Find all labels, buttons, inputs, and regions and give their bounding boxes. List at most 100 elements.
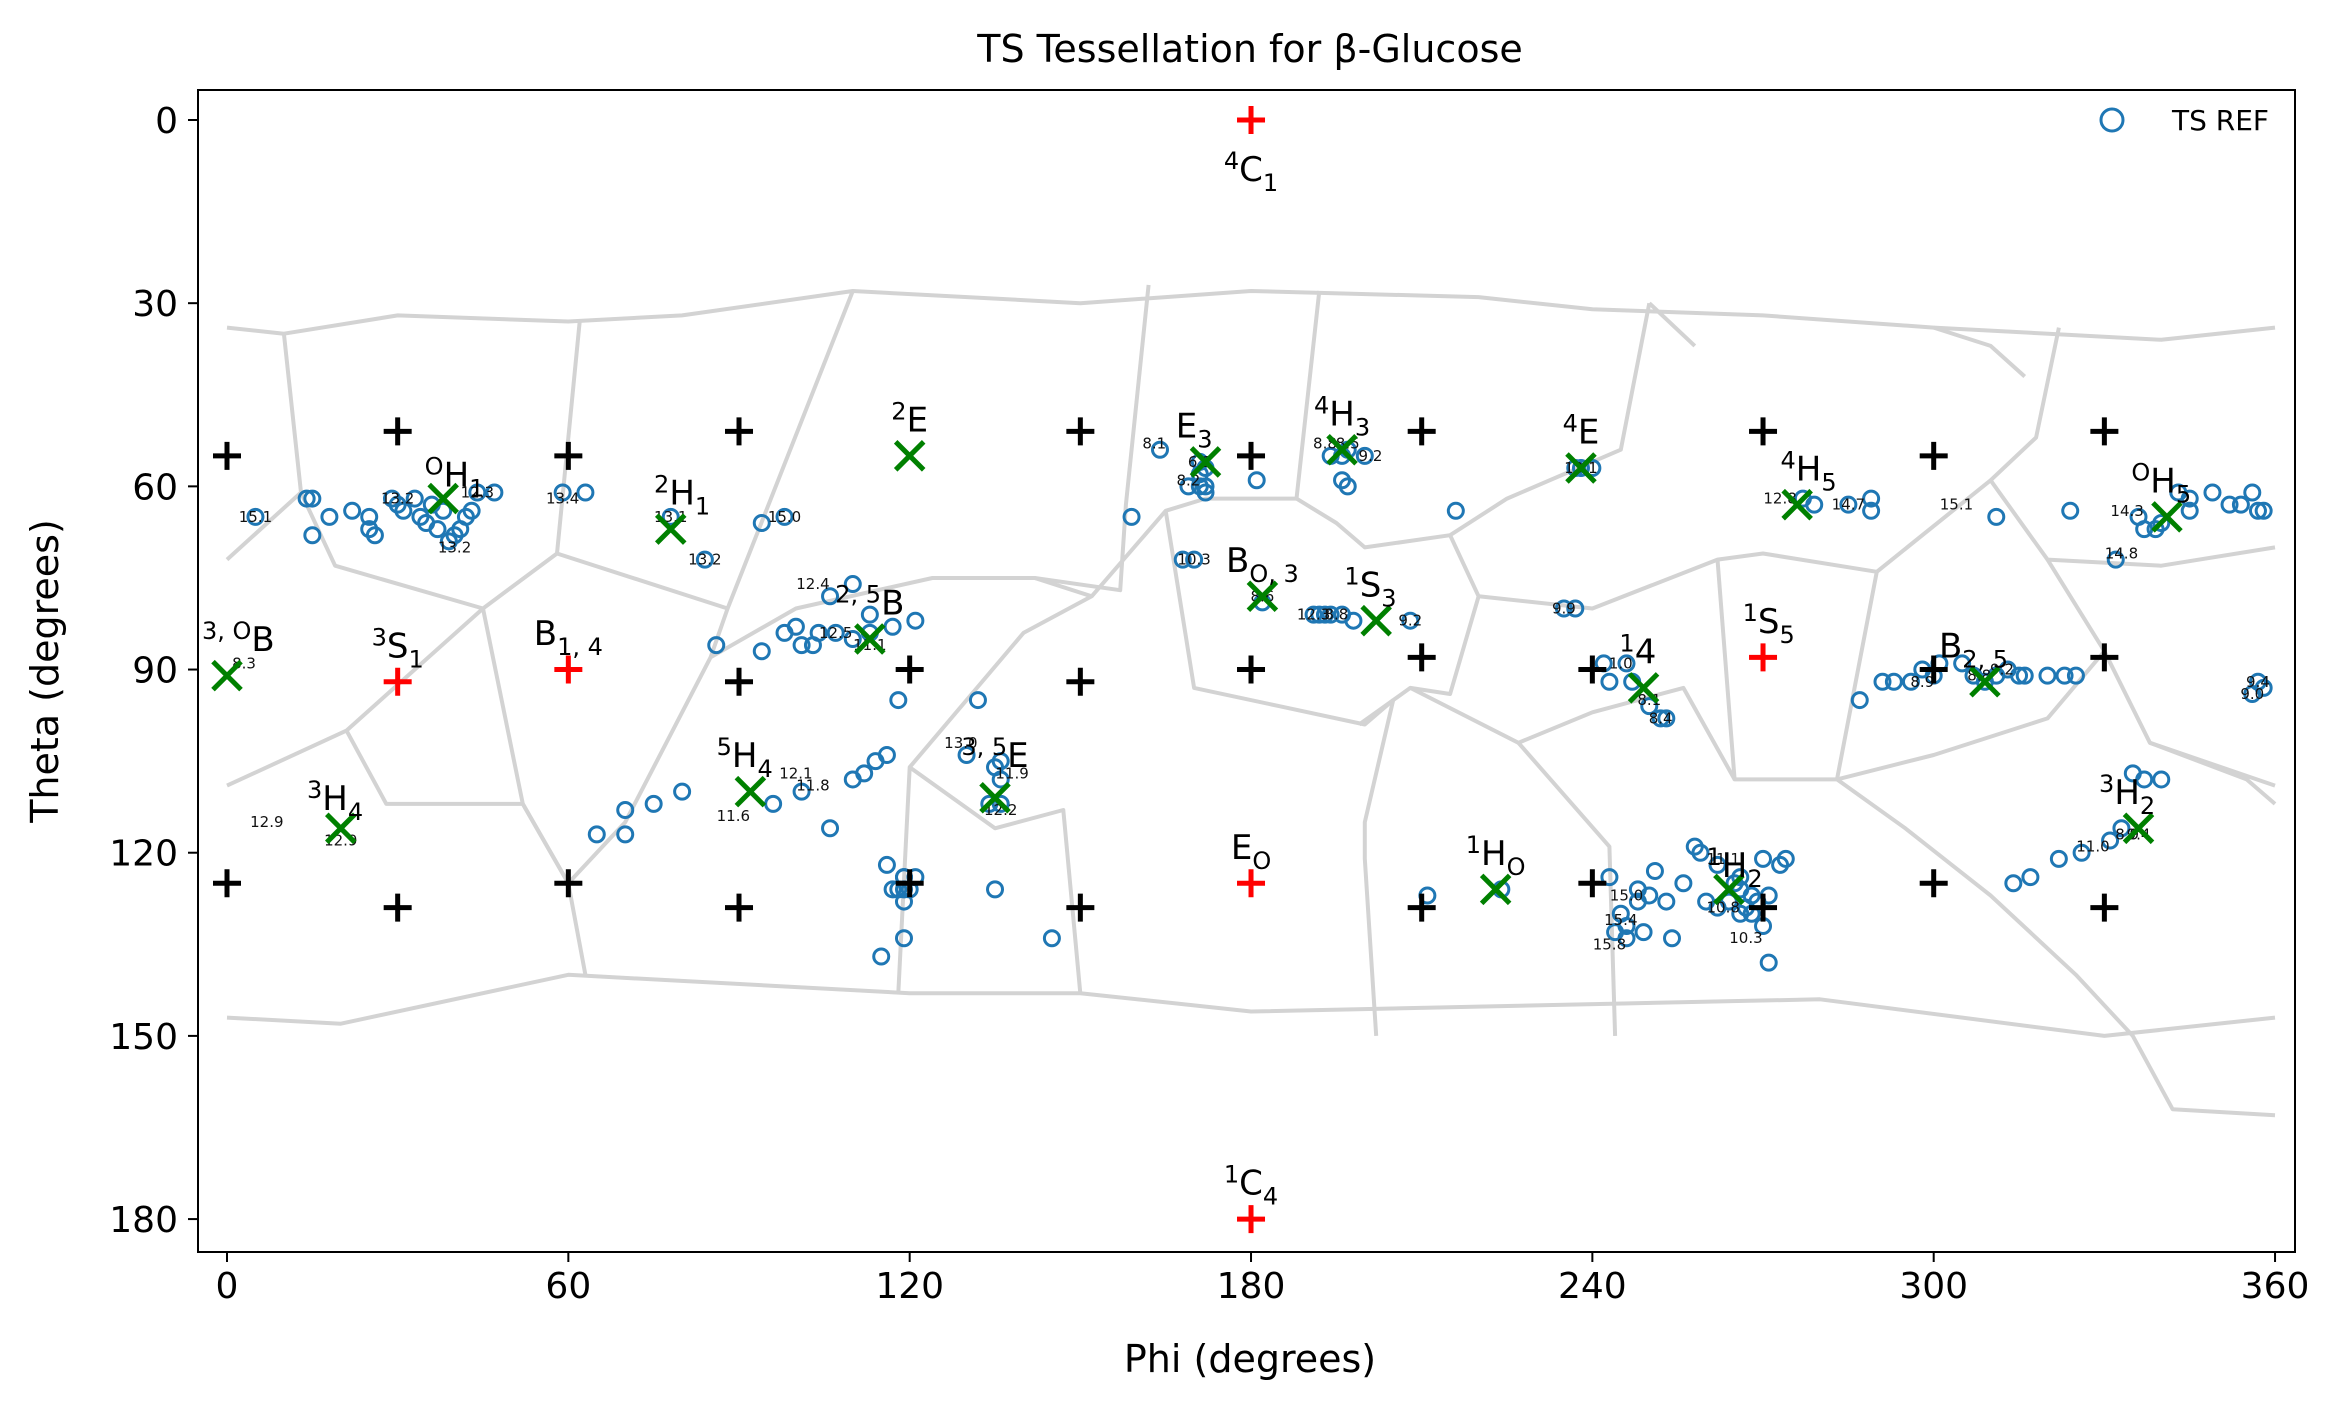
point-value-label: 15.1: [239, 508, 272, 526]
black-plus-marker: [1749, 893, 1778, 922]
green-x-marker: [654, 513, 687, 545]
ts-ref-point: [1600, 672, 1619, 691]
ts-ref-point: [2248, 501, 2267, 520]
y-tick-label: 60: [132, 467, 178, 508]
red-plus-marker: [1237, 1205, 1266, 1234]
point-value-label: 11.8: [796, 777, 829, 795]
red-plus-marker: [383, 667, 412, 696]
ts-ref-point: [1179, 477, 1198, 496]
black-plus-marker: [1578, 655, 1607, 684]
black-plus-marker: [725, 667, 754, 696]
tessellation-edge: [226, 972, 2276, 1038]
ts-ref-point: [2135, 770, 2154, 789]
ts-ref-point: [485, 483, 504, 502]
ts-ref-point: [2072, 843, 2091, 862]
tessellation-edge: [1409, 685, 1737, 781]
conformation-label: 14: [1619, 629, 1656, 672]
conformation-label: 1H2: [1707, 843, 1763, 893]
black-plus-marker: [1237, 655, 1266, 684]
black-plus-marker: [1919, 441, 1948, 470]
green-x-marker: [1713, 873, 1745, 906]
point-value-label: 8.1: [1142, 435, 1166, 453]
black-plus-marker: [1066, 667, 1095, 696]
ts-ref-point: [1657, 709, 1676, 728]
red-plus-marker: [1237, 106, 1266, 134]
point-value-label: 13.2: [438, 538, 471, 556]
y-tick-label: 90: [132, 651, 178, 692]
tessellation-edge: [1357, 534, 1481, 727]
black-plus-marker: [1407, 417, 1436, 446]
ts-ref-point: [2254, 678, 2273, 697]
point-value-label: 15.0: [1610, 886, 1643, 904]
black-plus-marker: [1407, 893, 1436, 922]
ts-ref-point: [1953, 654, 1972, 673]
ts-ref-point: [1122, 507, 1141, 526]
tessellation-edge: [908, 765, 1083, 994]
point-value-label: 14.8: [2105, 545, 2138, 563]
ts-ref-point: [786, 617, 805, 636]
ts-ref-point: [821, 819, 840, 838]
ts-ref-point: [246, 507, 265, 526]
ts-ref-point: [775, 507, 794, 526]
point-value-label: 11.6: [717, 807, 750, 825]
ts-ref-point: [860, 605, 879, 624]
black-plus-marker: [213, 441, 241, 470]
point-value-label: 8.9: [1910, 673, 1934, 691]
x-tick-label: 360: [2241, 1266, 2310, 1307]
ts-ref-point: [462, 501, 481, 520]
ts-ref-point: [2106, 550, 2125, 569]
ts-ref-point: [809, 623, 828, 642]
conformation-label: 3S1: [372, 623, 424, 673]
ts-ref-point: [877, 855, 896, 874]
ts-ref-point: [2112, 819, 2131, 838]
ts-ref-point: [1173, 550, 1192, 569]
green-x-marker: [1565, 452, 1597, 484]
conformation-label: E3: [1176, 407, 1213, 454]
tessellation-edge: [1835, 777, 2276, 1118]
black-plus-marker: [1066, 893, 1095, 922]
ts-ref-point: [2243, 483, 2262, 502]
ts-ref-point: [1805, 495, 1824, 514]
point-value-label: 9.2: [1359, 447, 1383, 465]
ts-ref-point: [1663, 929, 1682, 948]
conformation-label: OH5: [2131, 458, 2191, 508]
ts-ref-point: [1719, 892, 1738, 911]
tessellation-edge: [344, 729, 523, 806]
tessellation-edge: [1478, 551, 1878, 611]
conformation-label: EO: [1231, 828, 1271, 875]
ts-ref-point: [843, 575, 862, 594]
point-value-label: 9.4: [2246, 673, 2270, 691]
green-x-marker: [2122, 812, 2155, 845]
point-value-label: 9.4: [2127, 825, 2151, 843]
green-x-marker: [1627, 672, 1660, 704]
ts-ref-point: [1617, 929, 1636, 948]
y-tick-label: 0: [155, 101, 178, 142]
ts-ref-point: [1776, 849, 1795, 868]
ts-ref-point: [792, 782, 811, 801]
green-x-marker: [1479, 873, 1512, 906]
ts-ref-point: [1185, 550, 1204, 569]
point-value-label: 10.3: [1729, 929, 1762, 947]
ts-ref-point: [2061, 501, 2080, 520]
ts-ref-point: [616, 825, 635, 844]
black-plus-marker: [2090, 417, 2119, 446]
ts-ref-point: [889, 691, 908, 710]
red-plus-marker: [554, 655, 583, 684]
ts-ref-point: [1987, 507, 2006, 526]
conformation-label: 3, 5E: [961, 733, 1028, 776]
conformation-label: 2H1: [654, 471, 710, 521]
point-value-label: 1.0: [1609, 654, 1633, 672]
ts-ref-point: [752, 513, 771, 532]
point-value-label: 15.8: [1593, 935, 1626, 953]
tessellation-edge: [281, 321, 582, 611]
ts-ref-point: [906, 611, 925, 630]
tessellation-edge: [2149, 740, 2277, 806]
ts-ref-point: [2254, 501, 2273, 520]
conformation-label: 4H3: [1314, 391, 1370, 441]
conformation-label: B1, 4: [534, 614, 603, 661]
conformation-label: B2, 5: [1939, 626, 2008, 673]
ts-ref-point: [1634, 923, 1653, 942]
chart-title: TS Tessellation for β-Glucose: [976, 27, 1523, 71]
ts-ref-point: [1862, 489, 1881, 508]
